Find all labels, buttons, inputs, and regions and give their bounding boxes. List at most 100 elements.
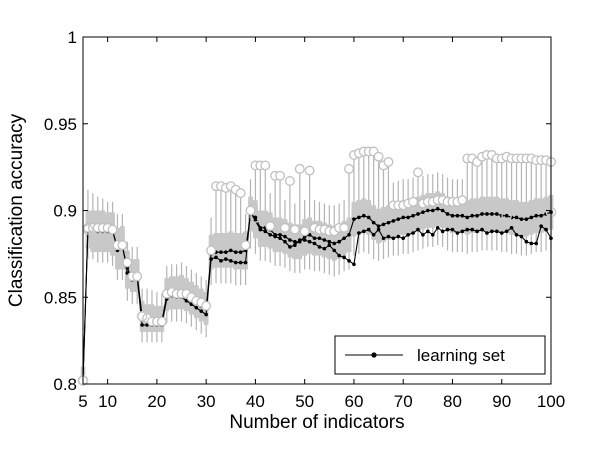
series-1-point [332,241,337,246]
series-1-point [376,224,381,228]
series-1-point [430,208,435,213]
series-2-point [297,238,302,242]
series-1-point [219,250,223,254]
series-2-point [352,262,356,267]
y-axis-title: Classification accuracy [6,113,27,307]
series-2-point [430,232,435,237]
series-3-point [156,316,167,327]
series-1-point [490,212,494,216]
y-tick-label: 0.95 [44,115,77,134]
series-3-point [299,226,310,237]
x-axis-title: Number of indicators [229,412,404,433]
series-1-point [519,217,524,221]
series-2-point [238,260,243,265]
series-2-point [504,229,509,234]
series-2-point [332,248,337,253]
series-1-point [421,210,425,215]
series-1-point [327,239,332,244]
series-1-point [411,213,415,218]
series-2-point [406,232,410,237]
series-2-point [224,257,228,261]
x-tick-label: 80 [443,392,462,411]
series-1-point [386,220,391,225]
series-1-point [440,208,445,213]
series-1-point [342,236,346,241]
series-2-point [544,227,548,232]
series-2-point [337,253,341,258]
series-1-point [293,239,297,244]
series-2-point [440,229,445,234]
series-1-point [534,213,539,218]
series-1-point [352,217,356,221]
series-3-point [240,240,251,251]
axes-layer: 5 10 20 30 40 50 60 70 80 90 100 0.8 0.85 0.9 0.95 1 Num… [6,28,565,433]
series-1-point [396,217,401,221]
series-2-point [480,227,484,232]
series-3-point [457,195,468,206]
series-1-point [475,213,479,218]
x-tick-label: 5 [78,392,87,411]
x-tick-label: 40 [246,392,265,411]
series-3-point [383,156,394,167]
series-3-point [122,257,133,268]
series-1-point [228,248,233,253]
series-2-point [194,305,199,310]
series-2-point [509,226,514,230]
series-3-point [260,160,271,171]
series-2-point [475,229,479,234]
series-1-point [465,215,470,220]
x-tick-label: 100 [537,392,565,411]
series-1-point [283,234,287,239]
series-3-point [107,224,118,235]
series-3-point [275,170,286,181]
series-1-point [233,250,238,254]
series-1-point [450,213,455,218]
series-3-point [235,188,246,199]
series-2-point [411,231,415,235]
series-1-point [401,215,406,220]
series-2-point [258,227,263,232]
series-2-point [204,312,208,317]
series-2-point [317,245,322,249]
series-2-point [485,231,489,235]
series-2-point [495,229,499,234]
series-1-point [514,215,519,220]
series-2-point [376,227,381,232]
series-2-point [327,243,332,247]
series-2-point [401,236,406,241]
series-2-point [490,229,494,234]
series-2-point [386,234,391,239]
series-1-point [278,232,282,237]
x-tick-label: 90 [492,392,511,411]
series-2-point [283,239,287,244]
series-2-point [460,229,465,234]
series-2-point [381,236,386,241]
series-3-point [245,205,256,216]
x-tick-label: 70 [394,392,413,411]
legend-marker-sample [371,352,377,358]
series-1-point [504,213,509,218]
series-layer [77,146,557,386]
series-2-point [357,231,361,235]
series-2-point [302,238,307,242]
series-1-point [288,238,292,242]
y-tick-label: 0.85 [44,288,77,307]
series-1-point [445,212,450,216]
series-2-point [312,241,317,246]
series-3-point [344,163,354,174]
series-2-point [233,260,238,265]
series-2-point [243,260,248,265]
legend: learning set [334,335,546,375]
x-tick-label: 10 [98,392,117,411]
series-2-point [366,227,371,232]
series-3-point [408,196,419,207]
series-3-point [132,271,143,282]
series-3-point [373,151,384,162]
series-1-point [485,212,489,216]
x-tick-label: 20 [147,392,166,411]
series-2-point [524,239,529,244]
series-1-point [362,213,366,218]
series-2-point [228,259,233,263]
